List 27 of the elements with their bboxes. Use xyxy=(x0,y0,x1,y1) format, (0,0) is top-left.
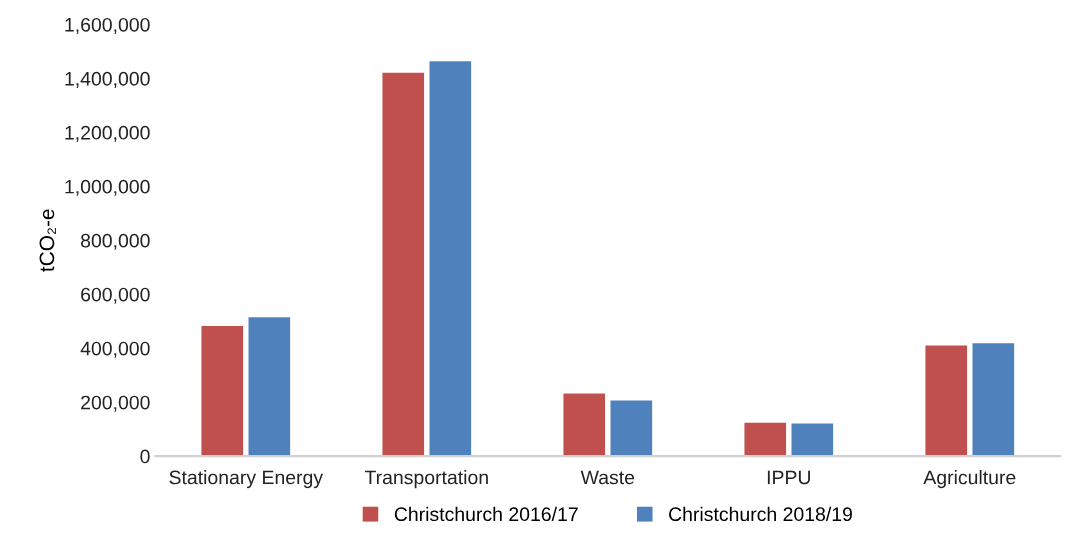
bar xyxy=(791,423,834,457)
y-tick-label: 1,000,000 xyxy=(65,179,150,196)
legend-label: Christchurch 2018/19 xyxy=(669,506,852,522)
x-tick-label: Agriculture xyxy=(923,470,1016,489)
y-tick-label: 1,200,000 xyxy=(65,125,150,142)
bar xyxy=(563,393,606,457)
y-tick-label: 0 xyxy=(140,449,150,464)
y-tick-label: 800,000 xyxy=(81,233,150,250)
x-tick-label: Waste xyxy=(580,470,635,485)
x-tick-label: Stationary Energy xyxy=(169,470,324,489)
y-tick-label: 1,600,000 xyxy=(65,17,150,34)
y-tick-label: 600,000 xyxy=(81,287,150,304)
bar xyxy=(744,422,787,457)
bar xyxy=(610,400,653,457)
bar xyxy=(429,61,472,457)
x-tick-label: Transportation xyxy=(364,470,488,489)
y-tick-label: 1,400,000 xyxy=(65,71,150,88)
bar xyxy=(248,317,291,457)
bar xyxy=(201,326,244,457)
bar xyxy=(382,72,425,457)
y-tick-label: 200,000 xyxy=(81,395,150,412)
x-tick-label: IPPU xyxy=(767,470,810,485)
bar xyxy=(925,345,968,457)
y-axis-title: tCO₂-e xyxy=(39,209,56,272)
legend-label: Christchurch 2016/17 xyxy=(394,506,578,522)
y-tick-label: 400,000 xyxy=(80,341,150,358)
bar xyxy=(972,343,1015,457)
